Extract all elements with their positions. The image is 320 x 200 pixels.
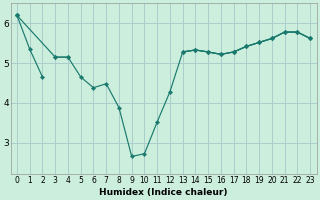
X-axis label: Humidex (Indice chaleur): Humidex (Indice chaleur) — [99, 188, 228, 197]
